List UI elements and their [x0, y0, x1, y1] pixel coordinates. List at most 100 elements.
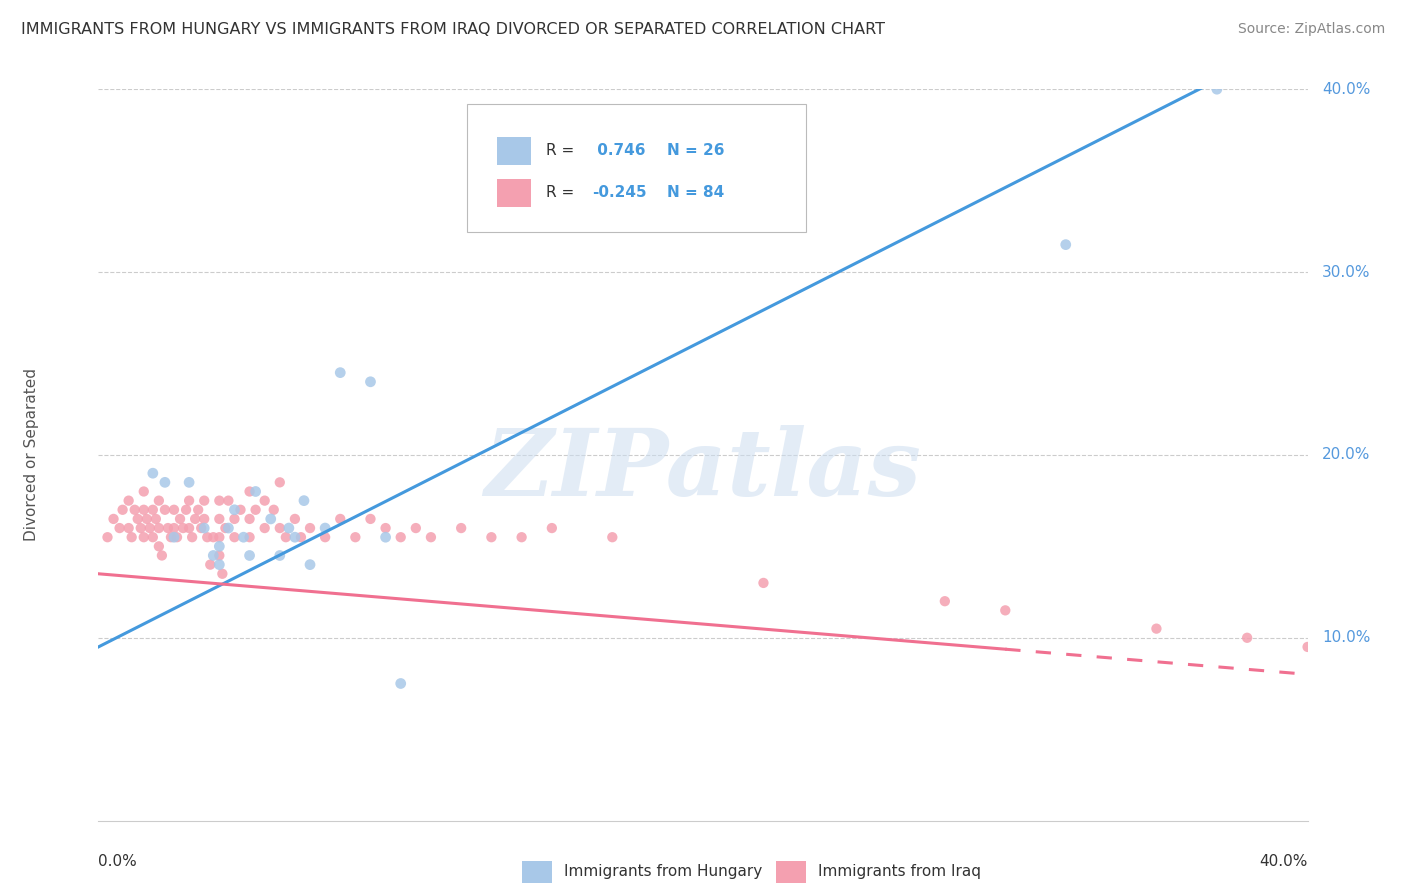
Point	[389, 676, 412, 690]
Point	[224, 502, 246, 516]
Point	[145, 512, 167, 526]
Point	[602, 530, 624, 544]
Point	[208, 539, 231, 553]
Point	[1296, 640, 1319, 654]
Point	[232, 530, 254, 544]
Point	[193, 493, 215, 508]
Text: 20.0%: 20.0%	[1322, 448, 1371, 462]
Point	[284, 512, 307, 526]
Point	[540, 521, 562, 535]
Point	[148, 521, 170, 535]
Point	[229, 502, 252, 516]
Point	[163, 530, 186, 544]
Point	[118, 521, 141, 535]
Point	[132, 484, 155, 499]
Point	[169, 512, 191, 526]
Point	[181, 530, 204, 544]
Point	[217, 493, 239, 508]
Point	[389, 530, 412, 544]
Point	[277, 521, 299, 535]
Point	[239, 484, 262, 499]
Point	[224, 530, 246, 544]
Text: N = 84: N = 84	[666, 186, 724, 201]
Point	[224, 512, 246, 526]
Point	[208, 530, 231, 544]
Text: 0.746: 0.746	[592, 144, 645, 158]
Point	[148, 539, 170, 553]
Point	[142, 530, 165, 544]
Point	[148, 493, 170, 508]
Point	[329, 366, 352, 380]
Text: 40.0%: 40.0%	[1322, 82, 1371, 96]
Point	[269, 521, 291, 535]
Bar	[498, 137, 531, 165]
Point	[450, 521, 472, 535]
Point	[153, 475, 176, 490]
Point	[211, 566, 233, 581]
Point	[374, 521, 396, 535]
Point	[132, 530, 155, 544]
Point	[292, 493, 315, 508]
Text: IMMIGRANTS FROM HUNGARY VS IMMIGRANTS FROM IRAQ DIVORCED OR SEPARATED CORRELATIO: IMMIGRANTS FROM HUNGARY VS IMMIGRANTS FR…	[21, 22, 886, 37]
Point	[245, 484, 267, 499]
Point	[481, 530, 503, 544]
Point	[121, 530, 143, 544]
Point	[163, 521, 186, 535]
Point	[360, 375, 382, 389]
Point	[202, 530, 225, 544]
Point	[239, 512, 262, 526]
Point	[934, 594, 956, 608]
Point	[263, 502, 285, 516]
Point	[118, 493, 141, 508]
Point	[202, 549, 225, 563]
Point	[1054, 237, 1077, 252]
Text: ZIPatlas: ZIPatlas	[485, 425, 921, 515]
Point	[150, 549, 173, 563]
Point	[166, 530, 188, 544]
Point	[108, 521, 131, 535]
Point	[208, 558, 231, 572]
Point	[153, 502, 176, 516]
Point	[187, 502, 209, 516]
Point	[193, 521, 215, 535]
Point	[329, 512, 352, 526]
Point	[200, 558, 222, 572]
Point	[195, 530, 218, 544]
Point	[142, 502, 165, 516]
Point	[1144, 622, 1167, 636]
Text: N = 26: N = 26	[666, 144, 724, 158]
Point	[103, 512, 125, 526]
Point	[135, 512, 157, 526]
Text: 10.0%: 10.0%	[1322, 631, 1371, 645]
Point	[239, 530, 262, 544]
Point	[129, 521, 152, 535]
Point	[1206, 82, 1229, 96]
Point	[290, 530, 312, 544]
Point	[177, 521, 201, 535]
Point	[269, 549, 291, 563]
Point	[344, 530, 367, 544]
Point	[184, 512, 207, 526]
Point	[111, 502, 134, 516]
Point	[274, 530, 297, 544]
Point	[253, 521, 276, 535]
Point	[510, 530, 533, 544]
Text: R =: R =	[546, 144, 579, 158]
Point	[190, 521, 212, 535]
Text: Immigrants from Hungary: Immigrants from Hungary	[564, 864, 762, 880]
Point	[139, 521, 162, 535]
Point	[1236, 631, 1258, 645]
Text: R =: R =	[546, 186, 579, 201]
Point	[360, 512, 382, 526]
Bar	[522, 861, 551, 883]
Text: 0.0%: 0.0%	[98, 854, 138, 869]
Point	[239, 549, 262, 563]
Point	[174, 502, 197, 516]
Bar	[498, 179, 531, 207]
Point	[124, 502, 146, 516]
Point	[142, 466, 165, 480]
Text: Source: ZipAtlas.com: Source: ZipAtlas.com	[1237, 22, 1385, 37]
Text: 30.0%: 30.0%	[1322, 265, 1371, 279]
Point	[193, 512, 215, 526]
Point	[208, 512, 231, 526]
